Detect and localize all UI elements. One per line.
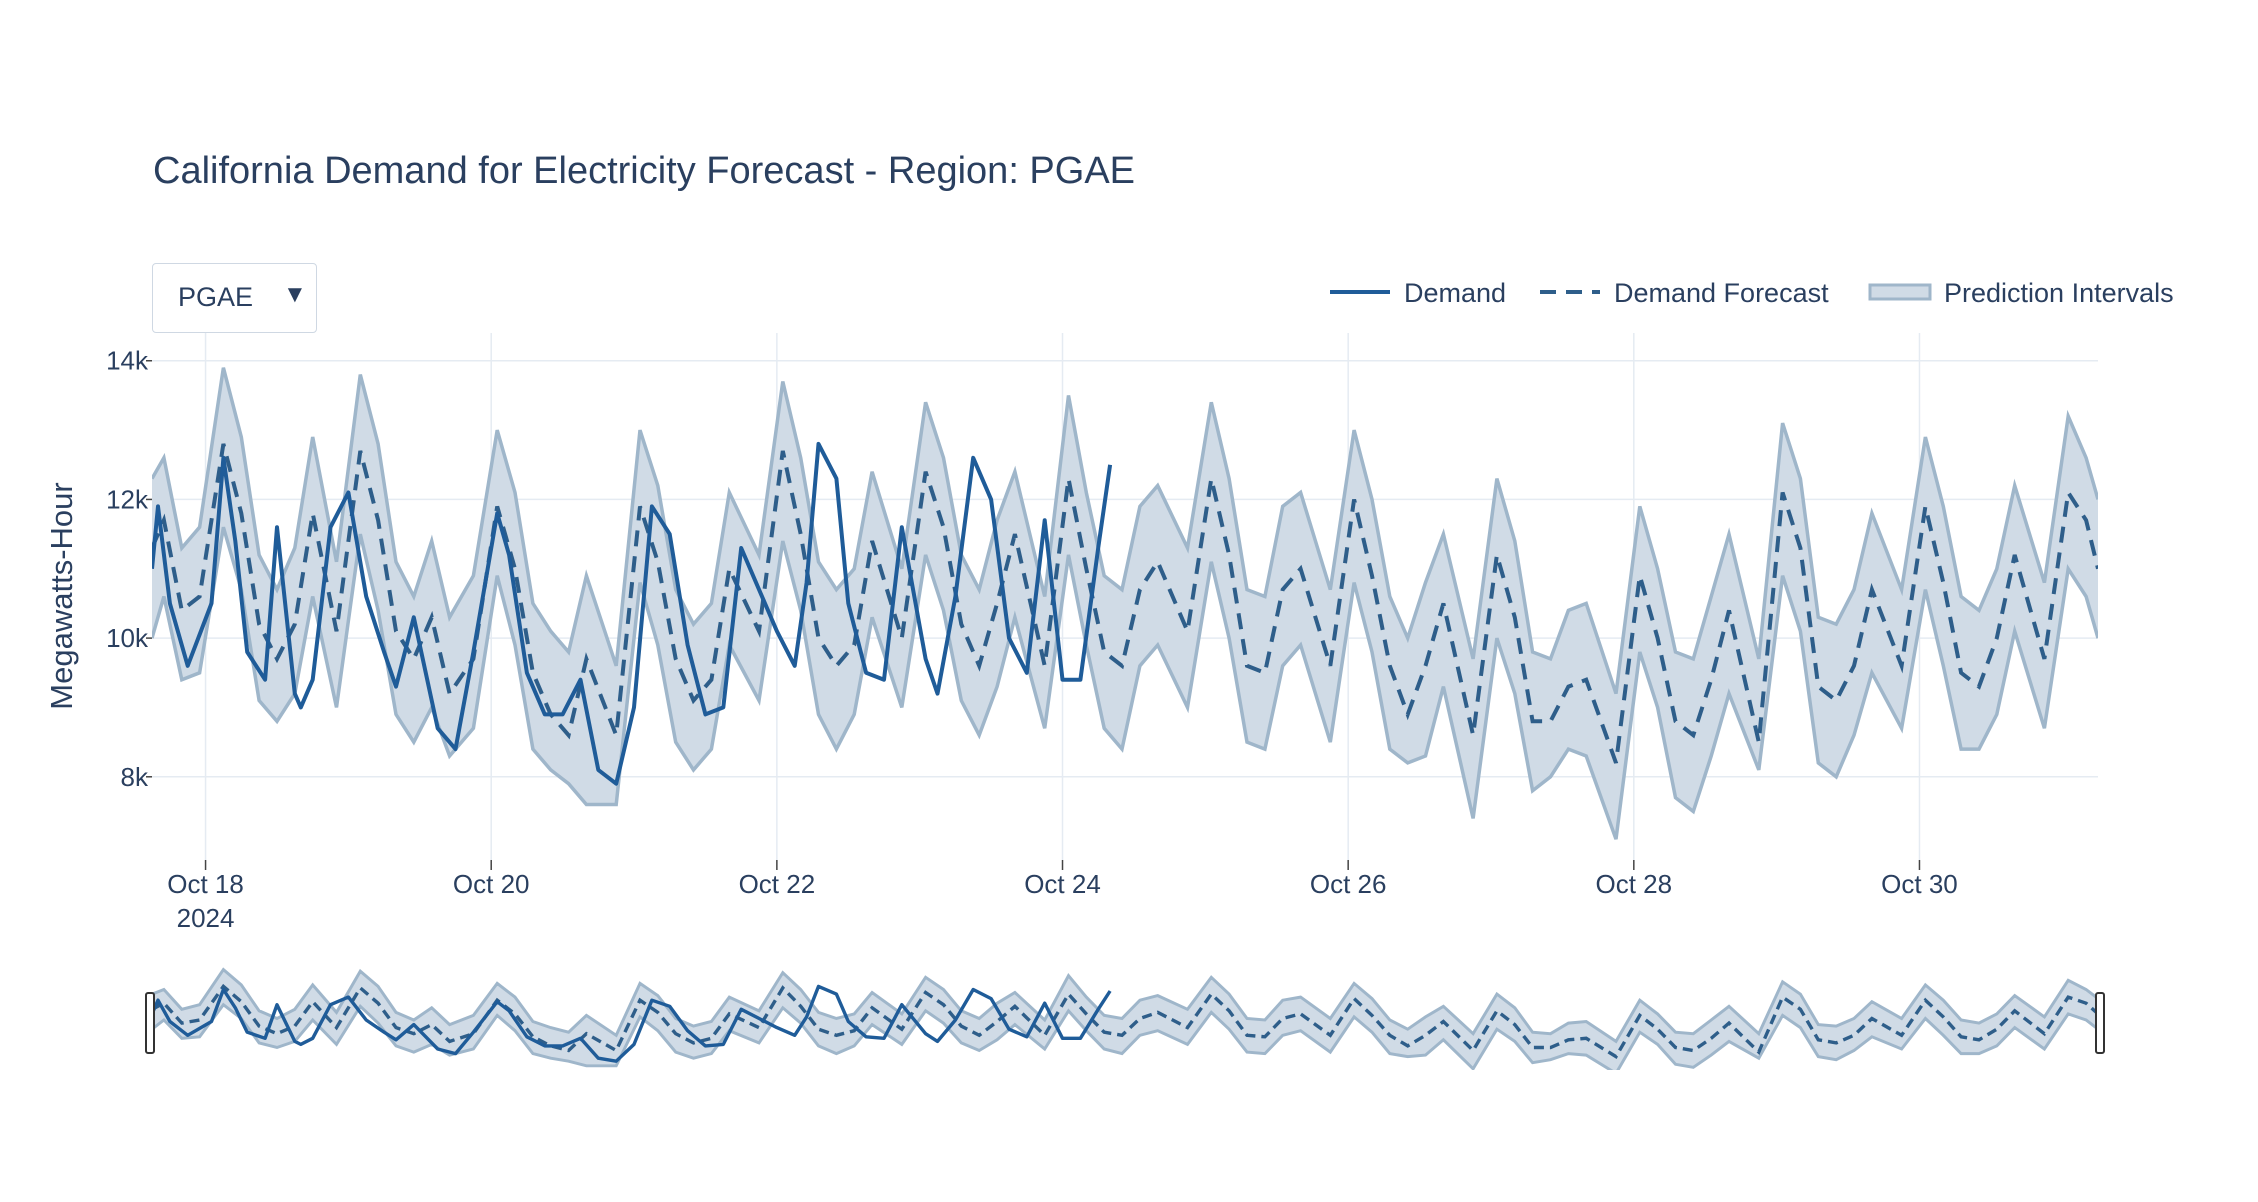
- legend: Demand Demand Forecast Prediction Interv…: [1330, 278, 2174, 308]
- x-axis: Oct 18 2024 Oct 20 Oct 22 Oct 24 Oct 26 Oct 28…: [167, 860, 1958, 933]
- y-axis: 8k 10k 12k 14k: [106, 346, 152, 792]
- prediction-interval-band: [152, 969, 2098, 1070]
- range-slider-preview: [150, 967, 2100, 1070]
- legend-label-band: Prediction Intervals: [1944, 278, 2174, 308]
- x-tick-label: Oct 28: [1596, 869, 1673, 899]
- prediction-interval-band: [152, 367, 2098, 840]
- range-slider-left-handle[interactable]: [145, 992, 155, 1054]
- prediction-interval-upper: [152, 367, 2098, 695]
- range-slider[interactable]: [145, 967, 2105, 1074]
- x-tick-label: Oct 30: [1881, 869, 1958, 899]
- y-tick-label: 8k: [121, 762, 149, 792]
- x-tick-label: Oct 26: [1310, 869, 1387, 899]
- triangle-down-icon: ▼: [283, 281, 307, 308]
- y-axis-title: Megawatts-Hour: [44, 482, 79, 709]
- x-tick-sublabel: 2024: [177, 903, 235, 933]
- legend-item-forecast[interactable]: Demand Forecast: [1540, 278, 1829, 308]
- x-tick-label: Oct 18: [167, 869, 244, 899]
- x-tick-label: Oct 24: [1024, 869, 1101, 899]
- legend-swatch-band: [1868, 283, 1932, 301]
- region-dropdown[interactable]: PGAE ▼: [152, 263, 317, 333]
- y-tick-label: 14k: [106, 346, 149, 376]
- prediction-interval-lower: [152, 526, 2098, 840]
- demand-forecast-line: [151, 983, 2100, 1059]
- x-tick-label: Oct 22: [739, 869, 816, 899]
- y-tick-label: 12k: [106, 484, 149, 514]
- legend-item-prediction-intervals[interactable]: Prediction Intervals: [1868, 278, 2174, 308]
- legend-label-forecast: Demand Forecast: [1614, 278, 1829, 308]
- chart-title: California Demand for Electricity Foreca…: [153, 150, 1136, 192]
- x-tick-label: Oct 20: [453, 869, 530, 899]
- demand-line: [150, 984, 1112, 1063]
- y-tick-label: 10k: [106, 623, 149, 653]
- plot-area: [152, 367, 2098, 840]
- range-slider-right-handle[interactable]: [2095, 992, 2105, 1054]
- legend-label-demand: Demand: [1404, 278, 1506, 308]
- demand-forecast-line: [152, 443, 2098, 764]
- legend-item-demand[interactable]: Demand: [1330, 278, 1506, 308]
- region-dropdown-value: PGAE: [178, 282, 254, 312]
- demand-line: [152, 441, 1113, 786]
- prediction-interval-upper: [151, 967, 2099, 1044]
